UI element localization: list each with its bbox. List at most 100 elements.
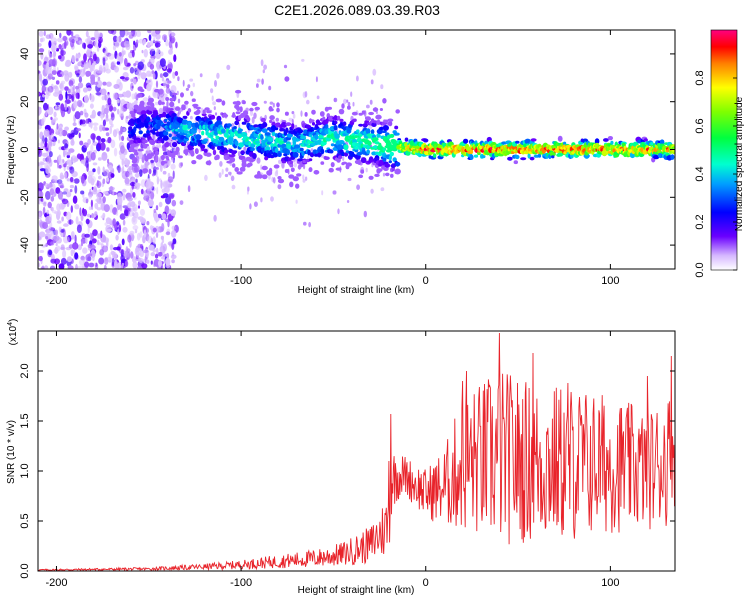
spectrogram-cell	[232, 112, 236, 118]
spectrogram-cell	[240, 150, 245, 155]
spectrogram-cell	[261, 128, 268, 134]
spectrogram-cell	[88, 194, 92, 199]
spectrogram-cell	[201, 130, 205, 136]
spectrogram-cell	[336, 144, 344, 151]
spectrogram-cell	[643, 138, 648, 142]
spectrogram-cell	[38, 142, 41, 147]
spectrogram-cell	[113, 147, 118, 157]
spectrogram-cell	[77, 62, 82, 67]
spectrogram-cell	[295, 183, 300, 189]
spectrogram-cell	[136, 30, 142, 37]
spectrogram-cell	[330, 143, 335, 147]
spectrogram-cell	[280, 121, 287, 128]
spectrogram-cell	[252, 153, 257, 159]
spectrogram-cell	[296, 173, 302, 177]
spectrogram-cell	[127, 210, 134, 217]
spectrogram-cell	[88, 59, 91, 69]
spectrogram-cell	[118, 132, 122, 141]
spectrogram-cell	[158, 259, 162, 268]
spectrogram-cell	[241, 158, 247, 164]
chart-title: C2E1.2026.089.03.39.R03	[274, 2, 440, 18]
spectrogram-cell	[372, 107, 379, 112]
spectrogram-cell	[79, 140, 84, 146]
spectrogram-cell	[159, 88, 165, 98]
spectrogram-cell	[162, 111, 167, 118]
spectrogram-cell	[394, 168, 401, 175]
spectrogram-cell	[171, 225, 176, 231]
spectrogram-cell	[253, 124, 259, 128]
spectrogram-cell	[225, 167, 229, 172]
spectrogram-cell	[274, 127, 279, 131]
spectrogram-cell	[38, 255, 43, 262]
spectrogram-cell	[60, 80, 66, 85]
spectrogram-cell	[59, 174, 65, 180]
spectrogram-cell	[64, 126, 69, 131]
spectrogram-cell	[167, 64, 172, 69]
spectrogram-cell	[110, 113, 115, 121]
spectrogram-cell	[376, 133, 381, 138]
spectrogram-cell	[607, 147, 611, 151]
spectrogram-cell	[100, 230, 103, 239]
spectrogram-cell	[74, 37, 79, 42]
spectrogram-cell	[42, 206, 46, 215]
snr-y-tick-label: 2.0	[19, 363, 31, 378]
spectrogram-cell	[129, 67, 135, 74]
spectrogram-cell	[155, 80, 159, 88]
spectrogram-cell	[150, 260, 153, 265]
spectrogram-cell	[69, 184, 74, 189]
spectrogram-cell	[130, 82, 134, 92]
spectrogram-cell	[302, 174, 305, 180]
spectrogram-cell	[52, 118, 57, 123]
snr-y-tick-label: 0.0	[19, 563, 31, 578]
spectrogram-cell	[98, 175, 102, 180]
spectrogram-cell	[351, 111, 358, 116]
snr-x-tick-label: -200	[45, 577, 67, 589]
spectrogram-cell	[103, 204, 110, 213]
spectrogram-cell	[85, 118, 89, 124]
spectrogram-cell	[151, 173, 155, 177]
spectrogram-cell	[309, 119, 315, 123]
spectrogram-cell	[80, 241, 84, 247]
spectrogram-cell	[304, 112, 308, 117]
spectrogram-cell	[92, 168, 96, 173]
spectrogram-cell	[226, 123, 232, 127]
spectrogram-cell	[168, 133, 172, 138]
spectrogram-cell	[347, 105, 351, 110]
spectrogram-cell	[234, 167, 239, 172]
spectrogram-x-tick-label: -200	[45, 275, 67, 287]
snr-series-line	[38, 332, 675, 571]
snr-multiplier-base: (x10	[8, 325, 19, 345]
spectrogram-cell	[94, 40, 98, 48]
spectrogram-cell	[133, 40, 136, 46]
spectrogram-cell	[377, 168, 383, 172]
spectrogram-cell	[41, 152, 49, 157]
spectrogram-cell	[187, 108, 192, 113]
snr-x-tick-label: 0	[423, 577, 429, 589]
spectrogram-cell	[238, 142, 245, 148]
spectrogram-cell	[371, 122, 377, 127]
spectrogram-cell	[92, 229, 98, 237]
spectrogram-cell	[213, 214, 217, 222]
spectrogram-cell	[74, 185, 78, 194]
spectrogram-cell	[221, 128, 226, 134]
spectrogram-cell	[149, 63, 155, 70]
spectrogram-cell	[342, 121, 347, 126]
spectrogram-cell	[170, 85, 177, 94]
spectrogram-cell	[242, 110, 249, 116]
spectrogram-cell	[126, 31, 133, 36]
spectrogram-cell	[72, 91, 76, 96]
spectrogram-cell	[72, 249, 76, 254]
spectrogram-cell	[109, 105, 114, 112]
spectrogram-cell	[160, 195, 166, 199]
spectrogram-cell	[165, 39, 169, 47]
spectrogram-cell	[161, 77, 165, 82]
spectrogram-cell	[46, 183, 54, 188]
spectrogram-cell	[152, 73, 156, 80]
spectrogram-cell	[106, 147, 110, 152]
spectrogram-cell	[161, 222, 165, 232]
spectrogram-cell	[76, 40, 79, 45]
spectrogram-cell	[302, 179, 306, 183]
spectrogram-cell	[202, 109, 206, 115]
spectrogram-cell	[126, 197, 133, 202]
spectrogram-cell	[117, 164, 121, 174]
